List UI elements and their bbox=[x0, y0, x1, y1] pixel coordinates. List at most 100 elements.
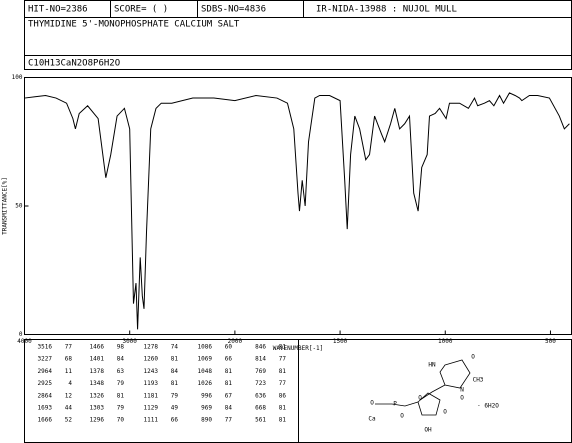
peak-wavenumber: 1129 bbox=[144, 405, 159, 412]
peak-transmittance: 4 bbox=[68, 380, 72, 387]
peak-wavenumber: 3516 bbox=[38, 344, 53, 351]
peak-transmittance: 81 bbox=[279, 417, 287, 424]
structure-label: O bbox=[400, 413, 404, 420]
structure-label: CH3 bbox=[473, 377, 484, 384]
peak-transmittance: 68 bbox=[65, 356, 73, 363]
peak-wavenumber: 1378 bbox=[90, 368, 105, 375]
structure-label: · 6H2O bbox=[477, 403, 499, 410]
peak-transmittance: 67 bbox=[225, 392, 233, 399]
structure-label: O bbox=[370, 400, 374, 407]
peak-wavenumber: 1193 bbox=[144, 380, 159, 387]
peak-transmittance: 77 bbox=[65, 344, 73, 351]
peak-transmittance: 84 bbox=[117, 356, 125, 363]
peak-transmittance: 84 bbox=[225, 405, 233, 412]
peak-wavenumber: 723 bbox=[255, 380, 266, 387]
structure-label: N bbox=[460, 387, 464, 394]
peak-wavenumber: 1260 bbox=[144, 356, 159, 363]
structure-label: O bbox=[418, 395, 422, 402]
peak-wavenumber: 1401 bbox=[90, 356, 105, 363]
peak-transmittance: 49 bbox=[171, 405, 179, 412]
peak-wavenumber: 969 bbox=[201, 405, 212, 412]
peak-wavenumber: 890 bbox=[201, 417, 212, 424]
structure-label: HN bbox=[428, 362, 436, 369]
x-tick-label: 1000 bbox=[438, 338, 453, 345]
peak-transmittance: 77 bbox=[279, 356, 287, 363]
peak-wavenumber: 2964 bbox=[38, 368, 53, 375]
peak-transmittance: 81 bbox=[279, 405, 287, 412]
peak-wavenumber: 2864 bbox=[38, 392, 53, 399]
peak-transmittance: 44 bbox=[65, 405, 73, 412]
peak-transmittance: 79 bbox=[117, 405, 125, 412]
peak-wavenumber: 1086 bbox=[198, 344, 213, 351]
y-tick-label: 100 bbox=[12, 74, 23, 81]
peak-transmittance: 77 bbox=[225, 417, 233, 424]
formula: C10H13CaN2O8P6H2O bbox=[28, 59, 120, 69]
peak-wavenumber: 1326 bbox=[90, 392, 105, 399]
peak-wavenumber: 1069 bbox=[198, 356, 213, 363]
peak-wavenumber: 1296 bbox=[90, 417, 105, 424]
peak-wavenumber: 561 bbox=[255, 417, 266, 424]
x-tick-label: 1500 bbox=[333, 338, 348, 345]
peak-wavenumber: 1243 bbox=[144, 368, 159, 375]
x-axis-label: WAVENUMBER[-1] bbox=[273, 345, 324, 352]
structure-label: Ca bbox=[368, 416, 376, 423]
peak-wavenumber: 769 bbox=[255, 368, 266, 375]
peak-transmittance: 66 bbox=[225, 356, 233, 363]
peak-wavenumber: 1303 bbox=[90, 405, 105, 412]
peak-wavenumber: 1278 bbox=[144, 344, 159, 351]
hit-no: HIT-NO=2386 bbox=[28, 5, 88, 15]
peak-wavenumber: 668 bbox=[255, 405, 266, 412]
peak-transmittance: 84 bbox=[171, 368, 179, 375]
peak-wavenumber: 3227 bbox=[38, 356, 53, 363]
peak-transmittance: 81 bbox=[279, 368, 287, 375]
structure-drawing bbox=[375, 359, 471, 416]
peak-transmittance: 63 bbox=[117, 368, 125, 375]
peak-transmittance: 86 bbox=[279, 392, 287, 399]
peak-wavenumber: 814 bbox=[255, 356, 266, 363]
structure-label: OH bbox=[424, 427, 432, 434]
compound-name: THYMIDINE 5'-MONOPHOSPHATE CALCIUM SALT bbox=[28, 20, 240, 30]
x-tick-label: 3000 bbox=[122, 338, 137, 345]
peak-wavenumber: 996 bbox=[201, 392, 212, 399]
x-tick-label: 500 bbox=[545, 338, 556, 345]
peak-wavenumber: 1048 bbox=[198, 368, 213, 375]
peak-transmittance: 11 bbox=[65, 368, 73, 375]
peak-transmittance: 70 bbox=[117, 417, 125, 424]
peak-wavenumber: 1666 bbox=[38, 417, 53, 424]
peak-wavenumber: 846 bbox=[255, 344, 266, 351]
ir-code: IR-NIDA-13988 : NUJOL MULL bbox=[316, 5, 457, 15]
peak-transmittance: 81 bbox=[279, 344, 287, 351]
peak-transmittance: 77 bbox=[279, 380, 287, 387]
x-tick-label: 2000 bbox=[228, 338, 243, 345]
peak-transmittance: 52 bbox=[65, 417, 73, 424]
y-axis-label: TRANSMITTANCE[%] bbox=[2, 177, 9, 235]
spectrum-line bbox=[24, 92, 570, 330]
structure-label: O bbox=[443, 409, 447, 416]
peak-transmittance: 12 bbox=[65, 392, 73, 399]
peak-wavenumber: 1693 bbox=[38, 405, 53, 412]
peak-wavenumber: 1348 bbox=[90, 380, 105, 387]
peak-wavenumber: 1111 bbox=[144, 417, 159, 424]
peak-transmittance: 79 bbox=[117, 380, 125, 387]
y-tick-label: 0 bbox=[19, 331, 23, 338]
plot-frame bbox=[24, 77, 572, 335]
sdbs-no: SDBS-NO=4836 bbox=[201, 5, 266, 15]
structure-label: P bbox=[393, 401, 397, 408]
peak-wavenumber: 1466 bbox=[90, 344, 105, 351]
peak-transmittance: 66 bbox=[171, 417, 179, 424]
structure-label: O bbox=[471, 354, 475, 361]
peak-transmittance: 81 bbox=[171, 380, 179, 387]
peak-wavenumber: 1181 bbox=[144, 392, 159, 399]
score: SCORE= ( ) bbox=[114, 5, 168, 15]
peak-wavenumber: 1026 bbox=[198, 380, 213, 387]
y-tick-label: 50 bbox=[15, 203, 23, 210]
peak-transmittance: 79 bbox=[171, 392, 179, 399]
peak-transmittance: 81 bbox=[171, 356, 179, 363]
peak-transmittance: 81 bbox=[225, 380, 233, 387]
peak-transmittance: 81 bbox=[225, 368, 233, 375]
peak-wavenumber: 2925 bbox=[38, 380, 53, 387]
peak-transmittance: 74 bbox=[171, 344, 179, 351]
structure-label: O bbox=[460, 395, 464, 402]
peak-transmittance: 81 bbox=[117, 392, 125, 399]
